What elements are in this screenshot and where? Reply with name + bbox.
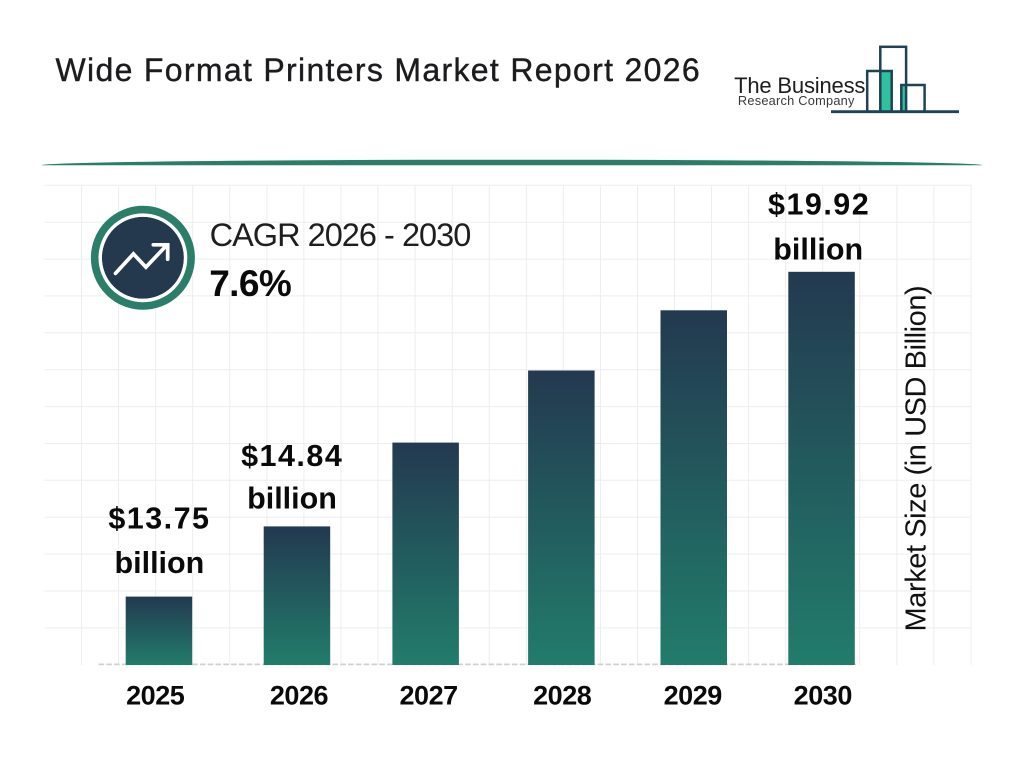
svg-text:$19.92: $19.92 [768, 187, 870, 221]
svg-text:2026: 2026 [270, 681, 329, 711]
svg-text:billion: billion [247, 482, 337, 516]
svg-text:2030: 2030 [794, 681, 852, 711]
svg-text:2028: 2028 [533, 681, 592, 711]
svg-text:Market Size (in USD Billion): Market Size (in USD Billion) [900, 286, 932, 632]
svg-text:billion: billion [115, 546, 205, 580]
svg-text:CAGR 2026 - 2030: CAGR 2026 - 2030 [210, 217, 471, 253]
svg-text:Research Company: Research Company [738, 93, 855, 108]
svg-text:$13.75: $13.75 [108, 502, 210, 536]
svg-text:Wide Format Printers Market Re: Wide Format Printers Market Report 2026 [56, 52, 701, 88]
svg-text:The Business: The Business [734, 73, 865, 98]
svg-text:billion: billion [773, 233, 863, 267]
svg-text:7.6%: 7.6% [209, 263, 291, 304]
svg-text:$14.84: $14.84 [241, 439, 343, 473]
svg-text:2027: 2027 [399, 681, 457, 711]
svg-text:2029: 2029 [664, 681, 723, 711]
svg-text:2025: 2025 [126, 681, 185, 711]
